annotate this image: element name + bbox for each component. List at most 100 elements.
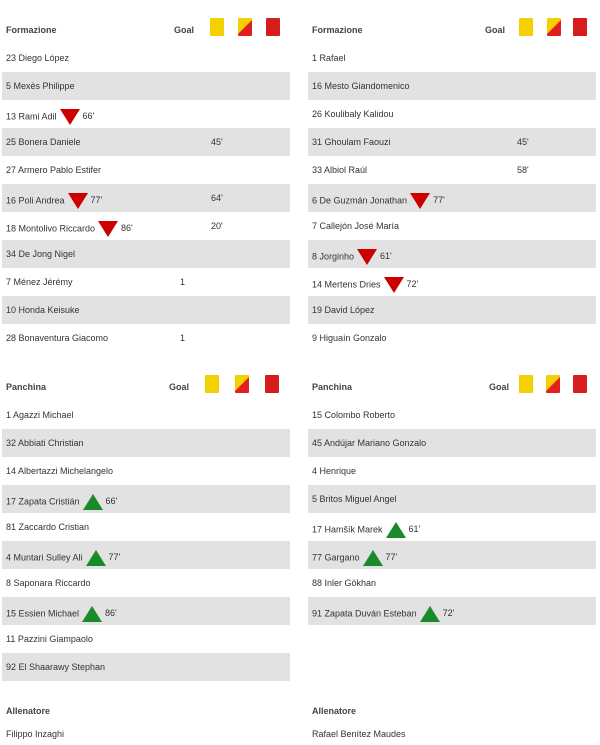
player-entry: 88 Inler Gökhan — [312, 578, 376, 588]
lineup-title: Formazione — [312, 25, 363, 35]
player-row: 17 Zapata Cristián 66' — [2, 485, 290, 513]
away-bench-list: 15 Colombo Roberto 45 Andújar Mariano Gon… — [308, 401, 596, 625]
player-row: 8 Saponara Riccardo — [2, 569, 290, 597]
sub-in-icon — [419, 606, 440, 622]
sub-in-icon — [85, 550, 106, 566]
coach-title: Allenatore — [312, 706, 357, 716]
sub-in-minute: 61' — [408, 524, 421, 535]
home-lineup-header: Formazione Goal — [2, 0, 290, 44]
player-row: 4 Muntari Sulley Ali 77' — [2, 541, 290, 569]
player-name: 17 Hamšík Marek — [312, 524, 383, 535]
player-row: 13 Rami Adil 66' — [2, 100, 290, 128]
player-row: 31 Ghoulam Faouzi 45' — [308, 128, 596, 156]
player-name: 23 Diego López — [6, 53, 70, 63]
player-entry: 19 David López — [312, 305, 375, 315]
player-name: 15 Colombo Roberto — [312, 410, 396, 420]
red-card-icon — [265, 375, 279, 393]
sub-out-icon — [59, 109, 80, 125]
player-entry: 13 Rami Adil 66' — [6, 109, 94, 125]
player-name: 8 Jorginho — [312, 251, 355, 262]
player-name: 5 Mexès Philippe — [6, 81, 75, 91]
player-name: 77 Gargano — [312, 552, 360, 563]
player-row: 5 Mexès Philippe — [2, 72, 290, 100]
player-entry: 7 Callejón José María — [312, 221, 399, 231]
player-entry: 77 Gargano 77' — [312, 550, 397, 566]
player-row: 7 Callejón José María — [308, 212, 596, 240]
sub-out-minute: 86' — [121, 223, 133, 234]
player-name: 88 Inler Gökhan — [312, 578, 377, 588]
home-lineup-section: Formazione Goal 23 Diego López 5 Mexès Ph… — [2, 0, 290, 352]
away-bench-header: Panchina Goal — [308, 357, 596, 401]
player-row: 77 Gargano 77' — [308, 541, 596, 569]
sub-in-icon — [82, 494, 103, 510]
player-name: 10 Honda Keisuke — [6, 305, 80, 315]
sub-out-minute: 77' — [433, 195, 445, 206]
player-name: 8 Saponara Riccardo — [6, 578, 91, 588]
coach-title: Allenatore — [6, 706, 51, 716]
player-entry: 15 Colombo Roberto — [312, 410, 395, 420]
sub-in-minute: 77' — [385, 552, 398, 563]
player-entry: 9 Higuaín Gonzalo — [312, 333, 387, 343]
lineup-title: Formazione — [6, 25, 57, 35]
player-entry: 7 Ménez Jérémy — [6, 277, 73, 287]
red-card-icon — [573, 375, 587, 393]
goals-count: 1 — [180, 277, 186, 287]
player-row: 33 Albiol Raúl 58' — [308, 156, 596, 184]
player-entry: 16 Poli Andrea 77' — [6, 193, 102, 209]
player-row: 6 De Guzmán Jonathan 77' — [308, 184, 596, 212]
player-row: 15 Colombo Roberto — [308, 401, 596, 429]
player-entry: 23 Diego López — [6, 53, 69, 63]
goal-column-header: Goal — [489, 382, 510, 392]
player-name: 27 Armero Pablo Estifer — [6, 165, 102, 175]
player-name: 4 Muntari Sulley Ali — [6, 552, 83, 563]
player-name: 13 Rami Adil — [6, 111, 57, 122]
sub-out-icon — [67, 193, 88, 209]
player-name: 7 Ménez Jérémy — [6, 277, 73, 287]
player-entry: 8 Saponara Riccardo — [6, 578, 91, 588]
sub-in-minute: 72' — [442, 608, 455, 619]
home-lineup-list: 23 Diego López 5 Mexès Philippe 13 Rami Ad… — [2, 44, 290, 352]
player-name: 1 Agazzi Michael — [6, 410, 74, 420]
player-row: 23 Diego López — [2, 44, 290, 72]
player-name: 31 Ghoulam Faouzi — [312, 137, 391, 147]
player-name: 19 David López — [312, 305, 375, 315]
player-row: 88 Inler Gökhan — [308, 569, 596, 597]
player-entry: 31 Ghoulam Faouzi — [312, 137, 391, 147]
player-row: 25 Bonera Daniele 45' — [2, 128, 290, 156]
second-yellow-card-icon — [235, 375, 249, 393]
player-name: 14 Mertens Dries — [312, 279, 381, 290]
yellow-card-minute: 45' — [211, 137, 223, 147]
goal-column-header: Goal — [169, 382, 190, 392]
player-row: 10 Honda Keisuke — [2, 296, 290, 324]
yellow-card-icon — [205, 375, 219, 393]
player-row: 45 Andújar Mariano Gonzalo — [308, 429, 596, 457]
player-name: 34 De Jong Nigel — [6, 249, 76, 259]
player-entry: 32 Abbiati Christian — [6, 438, 84, 448]
player-name: 18 Montolivo Riccardo — [6, 223, 96, 234]
player-entry: 6 De Guzmán Jonathan 77' — [312, 193, 445, 209]
player-entry: 91 Zapata Duván Esteban 72' — [312, 606, 454, 622]
player-name: 26 Koulibaly Kalidou — [312, 109, 394, 119]
player-entry: 17 Hamšík Marek 61' — [312, 522, 420, 538]
sub-out-minute: 77' — [90, 195, 103, 206]
second-yellow-card-icon — [547, 18, 561, 36]
player-name: 32 Abbiati Christian — [6, 438, 84, 448]
goal-column-header: Goal — [485, 25, 506, 35]
player-row: 26 Koulibaly Kalidou — [308, 100, 596, 128]
player-row: 28 Bonaventura Giacomo 1 — [2, 324, 290, 352]
player-entry: 17 Zapata Cristián 66' — [6, 494, 117, 510]
player-row: 16 Mesto Giandomenico — [308, 72, 596, 100]
sub-in-minute: 77' — [108, 552, 121, 563]
player-entry: 4 Muntari Sulley Ali 77' — [6, 550, 120, 566]
player-name: 33 Albiol Raúl — [312, 165, 368, 175]
away-lineup-list: 1 Rafael 16 Mesto Giandomenico 26 Koulibal… — [308, 44, 596, 352]
player-row: 18 Montolivo Riccardo 86' 20' — [2, 212, 290, 240]
player-row: 15 Essien Michael 86' — [2, 597, 290, 625]
player-entry: 11 Pazzini Giampaolo — [6, 634, 93, 644]
player-row: 27 Armero Pablo Estifer — [2, 156, 290, 184]
player-entry: 4 Henrique — [312, 466, 356, 476]
player-name: 16 Poli Andrea — [6, 195, 65, 206]
player-row: 8 Jorginho 61' — [308, 240, 596, 268]
player-row: 1 Agazzi Michael — [2, 401, 290, 429]
player-name: 45 Andújar Mariano Gonzalo — [312, 438, 427, 448]
